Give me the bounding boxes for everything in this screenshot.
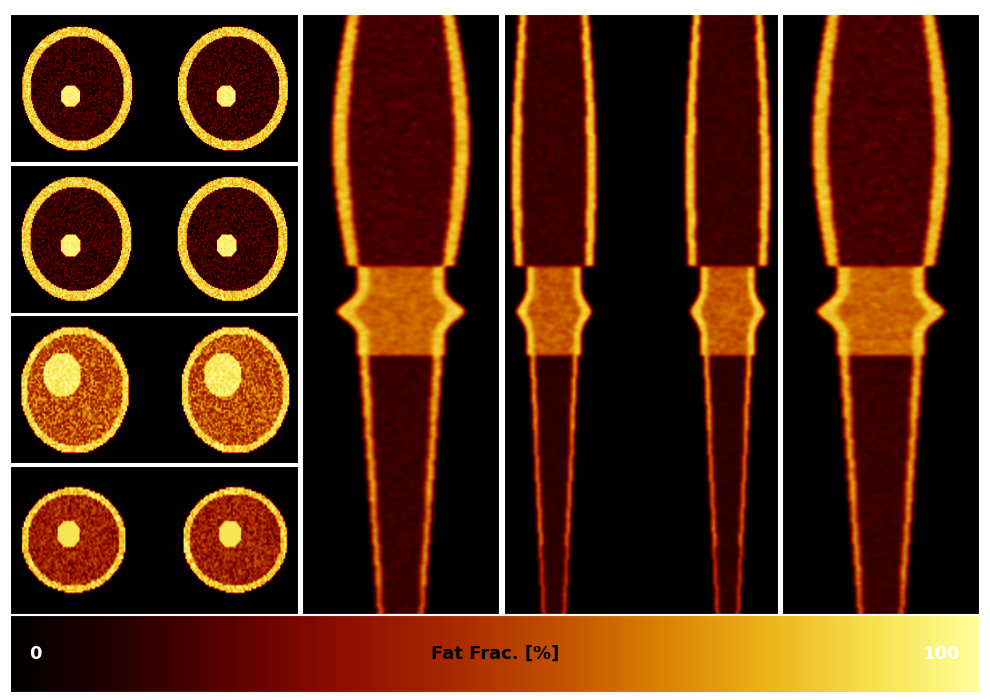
Text: 100: 100 <box>924 645 960 663</box>
Text: Fat Frac. [%]: Fat Frac. [%] <box>431 645 559 663</box>
Text: 0: 0 <box>30 645 42 663</box>
